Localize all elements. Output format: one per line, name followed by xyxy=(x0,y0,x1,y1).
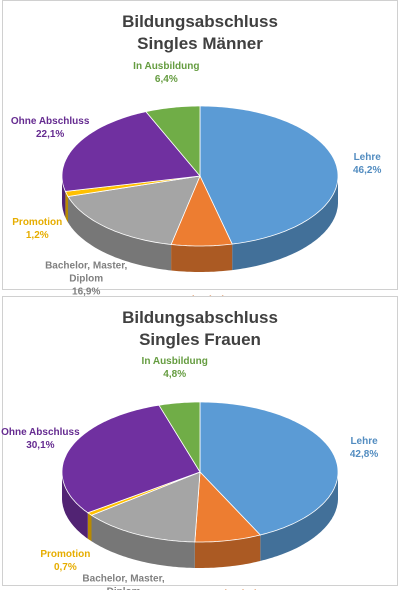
pie-chart xyxy=(61,105,339,272)
chart-title: Bildungsabschluss Singles Frauen xyxy=(122,308,278,349)
data-label: Lehre 42,8% xyxy=(316,435,400,461)
value-label: 6,4% xyxy=(154,74,178,86)
slice-side xyxy=(194,535,261,568)
data-label: Promotion 1,2% xyxy=(0,216,85,242)
value-label: 1,2% xyxy=(25,229,49,241)
data-label: Fachschule7,8% xyxy=(187,588,283,590)
category-label: Promotion xyxy=(12,216,63,228)
data-label: Ohne Abschluss 22,1% xyxy=(2,115,98,141)
value-label: 0,7% xyxy=(53,562,77,574)
slice-side xyxy=(62,176,66,218)
category-label: Ohne Abschluss xyxy=(10,116,90,128)
category-label: In Ausbildung xyxy=(141,356,208,368)
slice-side xyxy=(62,472,88,539)
value-label: 42,8% xyxy=(349,449,379,461)
slice xyxy=(61,404,201,514)
category-label: Fachschule xyxy=(187,588,283,590)
slice xyxy=(61,111,201,192)
data-label: Promotion 0,7% xyxy=(17,548,113,574)
slice-side xyxy=(68,196,172,271)
chart-title: Bildungsabschluss Singles Männer xyxy=(122,12,278,53)
slice xyxy=(199,401,339,536)
data-label: In Ausbildung 4,8% xyxy=(127,355,223,381)
slice xyxy=(67,175,201,245)
slice xyxy=(145,105,201,178)
category-label: Promotion xyxy=(40,549,91,561)
category-label: Bachelor, Master, Diplom xyxy=(82,573,165,590)
data-label: Bachelor, Master, Diplom13,8% xyxy=(76,572,172,590)
slice xyxy=(90,471,201,543)
slice xyxy=(194,471,262,543)
category-label: Lehre xyxy=(353,151,381,163)
data-label: In Ausbildung 6,4% xyxy=(118,60,214,86)
slice xyxy=(199,105,339,245)
value-label: 4,8% xyxy=(163,369,187,381)
category-label: Lehre xyxy=(350,436,378,448)
category-label: Ohne Abschluss xyxy=(1,426,80,438)
data-label: Ohne Abschluss 30,1% xyxy=(0,426,88,452)
slice-side xyxy=(232,176,338,271)
value-label: 46,2% xyxy=(353,164,382,176)
slice-side xyxy=(260,472,338,561)
category-label: Bachelor, Master, Diplom xyxy=(45,260,128,285)
value-label: 22,1% xyxy=(35,129,65,141)
slice-side xyxy=(171,244,233,272)
data-label: Bachelor, Master, Diplom 16,9% xyxy=(38,260,134,299)
value-label: 30,1% xyxy=(26,439,55,451)
slice xyxy=(170,175,233,247)
slice-side xyxy=(87,512,92,542)
slice-side xyxy=(65,191,68,223)
category-label: In Ausbildung xyxy=(133,61,200,73)
value-label: 16,9% xyxy=(72,286,101,298)
data-label: Lehre 46,2% xyxy=(319,151,400,177)
slice xyxy=(158,401,201,474)
pie-chart xyxy=(61,401,339,568)
